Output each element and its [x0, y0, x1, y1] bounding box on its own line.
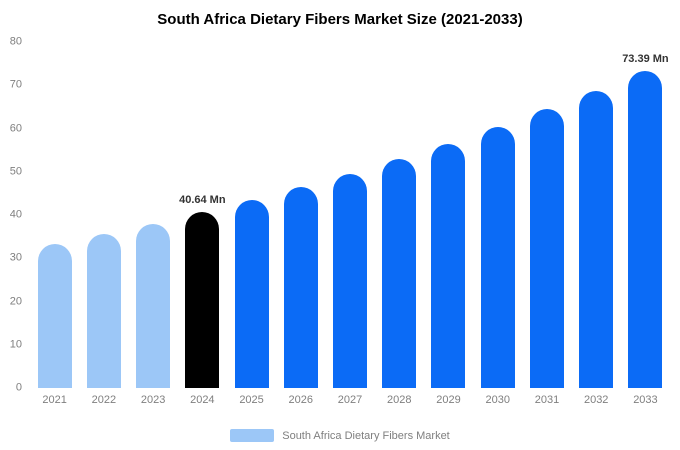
bar-slot-2032 — [572, 42, 621, 388]
x-label-2030: 2030 — [485, 394, 510, 406]
x-label-2033: 2033 — [633, 394, 658, 406]
x-label-2027: 2027 — [337, 394, 363, 406]
y-tick-30: 30 — [9, 251, 22, 264]
bar-slot-2022 — [79, 42, 128, 388]
y-tick-70: 70 — [9, 78, 22, 91]
y-tick-20: 20 — [9, 295, 22, 307]
bar-2024[interactable] — [185, 212, 220, 388]
x-label-2024: 2024 — [190, 394, 215, 406]
legend-swatch-icon — [230, 429, 275, 442]
x-label-2028: 2028 — [387, 394, 412, 406]
bar-2023[interactable] — [136, 223, 171, 388]
bar-2033[interactable] — [628, 70, 663, 388]
bar-2028[interactable] — [382, 159, 417, 388]
x-label-2026: 2026 — [288, 394, 314, 406]
bar-slot-2027 — [325, 42, 374, 388]
bar-2030[interactable] — [480, 127, 515, 388]
x-label-2022: 2022 — [91, 394, 117, 406]
bar-2025[interactable] — [234, 200, 269, 388]
x-label-2031: 2031 — [534, 394, 560, 406]
bar-slot-2024: 40.64 Mn — [178, 42, 227, 388]
y-tick-0: 0 — [15, 381, 22, 394]
x-label-2021: 2021 — [42, 394, 67, 406]
x-label-2032: 2032 — [583, 394, 609, 406]
y-tick-60: 60 — [9, 122, 22, 134]
bar-2031[interactable] — [529, 109, 564, 388]
x-label-2029: 2029 — [436, 394, 461, 406]
bar-2029[interactable] — [431, 143, 466, 388]
bar-slot-2021 — [30, 42, 79, 388]
y-tick-40: 40 — [9, 208, 22, 221]
bar-slot-2023 — [128, 42, 177, 388]
bar-2027[interactable] — [333, 173, 368, 388]
y-tick-80: 80 — [9, 35, 22, 48]
bar-slot-2029 — [424, 42, 473, 388]
y-tick-10: 10 — [9, 338, 22, 351]
bar-slot-2031 — [522, 42, 571, 388]
bar-slot-2028 — [375, 42, 424, 388]
legend[interactable]: South Africa Dietary Fibers Market — [0, 429, 680, 442]
bar-2026[interactable] — [283, 187, 318, 388]
bar-slot-2025 — [227, 42, 276, 388]
bar-slot-2026 — [276, 42, 325, 388]
legend-label: South Africa Dietary Fibers Market — [282, 429, 450, 442]
bar-slot-2033: 73.39 Mn — [621, 42, 670, 388]
y-tick-50: 50 — [9, 165, 22, 178]
x-label-2025: 2025 — [239, 394, 264, 406]
x-axis: 2021 2022 2023 2024 2025 2026 2027 2028 2029 2030… — [30, 394, 670, 410]
chart-title: South Africa Dietary Fibers Market Size … — [157, 11, 523, 28]
bar-2032[interactable] — [579, 90, 614, 388]
bar-2021[interactable] — [37, 243, 72, 388]
bar-value-label-2033: 73.39 Mn — [622, 52, 669, 65]
x-label-2023: 2023 — [140, 394, 166, 406]
plot-area: 40.64 Mn 73.39 Mn — [30, 42, 670, 388]
bar-value-label-2024: 40.64 Mn — [179, 194, 226, 207]
bar-slot-2030 — [473, 42, 522, 388]
y-axis: 0 10 20 30 40 50 60 70 80 — [0, 36, 24, 393]
bar-2022[interactable] — [86, 234, 121, 388]
